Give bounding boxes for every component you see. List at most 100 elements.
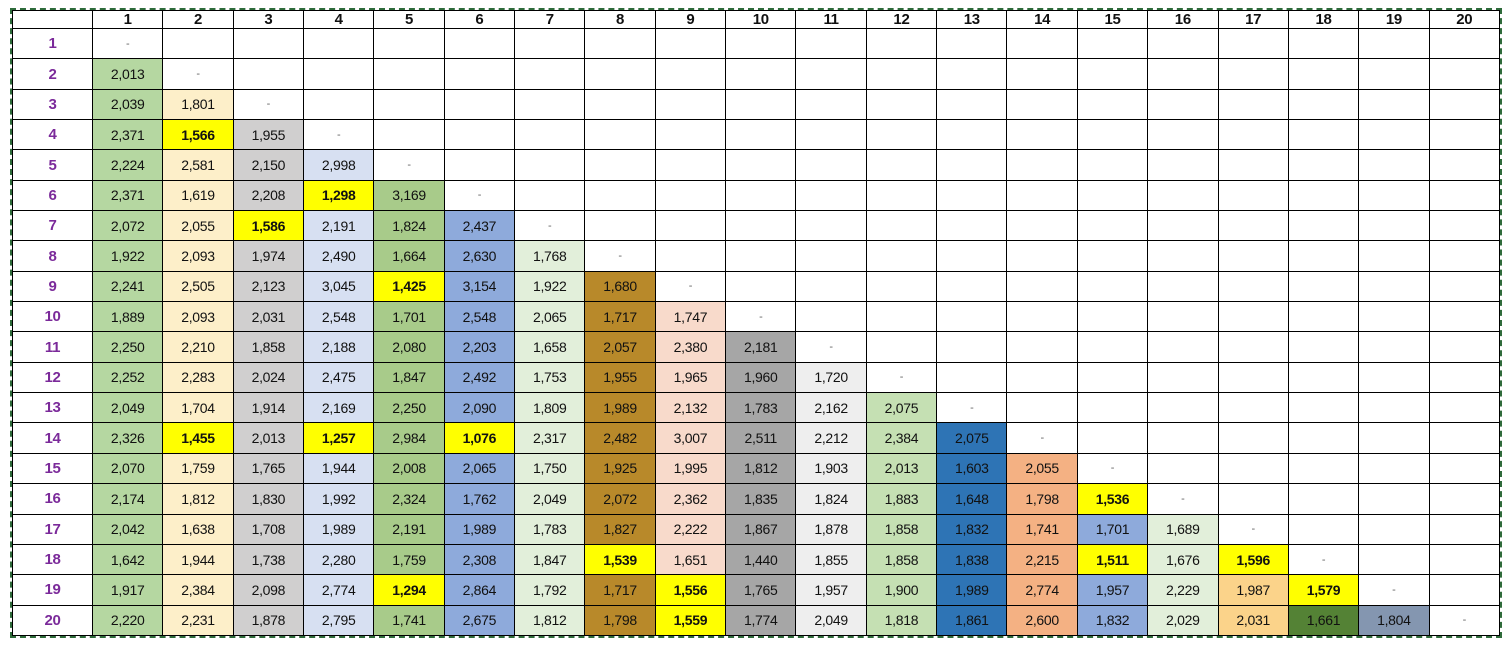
corner-cell (12, 10, 93, 29)
matrix-cell: 2,055 (1006, 452, 1078, 485)
matrix-cell: 2,229 (1147, 574, 1219, 606)
row-header: 14 (12, 422, 93, 454)
column-header: 5 (373, 10, 445, 29)
matrix-cell: 1,425 (373, 270, 445, 303)
matrix-cell: 2,208 (232, 179, 305, 212)
matrix-cell: 2,210 (162, 331, 234, 363)
matrix-cell: 2,252 (91, 361, 164, 394)
matrix-cell: 1,298 (303, 179, 375, 212)
empty-cell (1217, 179, 1289, 212)
matrix-cell: 2,250 (91, 331, 164, 363)
matrix-cell: 2,039 (91, 88, 164, 121)
row-header: 18 (12, 543, 93, 576)
empty-cell (1006, 27, 1078, 60)
matrix-cell: 2,203 (443, 331, 516, 363)
table-row: 1- (12, 27, 1500, 60)
empty-cell (865, 119, 938, 151)
matrix-cell: 1,720 (795, 361, 867, 394)
matrix-cell: 2,492 (443, 361, 516, 394)
empty-cell (725, 210, 797, 242)
matrix-cell: 2,013 (91, 58, 164, 90)
empty-cell (373, 58, 445, 90)
matrix-cell: 2,283 (162, 361, 234, 394)
empty-cell (1006, 331, 1078, 363)
matrix-cell: 2,774 (303, 574, 375, 606)
empty-cell (795, 88, 867, 121)
empty-cell (1287, 270, 1360, 303)
diagonal-cell: - (1006, 422, 1078, 454)
empty-cell (1287, 240, 1360, 272)
empty-cell (1358, 483, 1430, 515)
empty-cell (1428, 240, 1500, 272)
empty-cell (1287, 331, 1360, 363)
row-header: 4 (12, 119, 93, 151)
matrix-cell: 1,294 (373, 574, 445, 606)
matrix-cell: 2,505 (162, 270, 234, 303)
empty-cell (1428, 452, 1500, 485)
empty-cell (1428, 574, 1500, 606)
empty-cell (1076, 119, 1149, 151)
empty-cell (1147, 58, 1219, 90)
matrix-cell: 2,437 (443, 210, 516, 242)
empty-cell (795, 270, 867, 303)
table-row: 14 2,326 1,455 2,013 1,257 2,984 1,076 2,317 2,4… (12, 422, 1500, 454)
empty-cell (303, 88, 375, 121)
matrix-cell: 1,925 (584, 452, 656, 485)
empty-cell (1217, 88, 1289, 121)
empty-cell (443, 149, 516, 181)
empty-cell (936, 88, 1008, 121)
empty-cell (1006, 58, 1078, 90)
matrix-cell: 2,324 (373, 483, 445, 515)
column-header: 17 (1217, 10, 1289, 29)
matrix-cell: 1,878 (795, 513, 867, 545)
matrix-cell: 1,861 (936, 604, 1008, 636)
empty-cell (514, 27, 586, 60)
matrix-cell: 1,889 (91, 301, 164, 333)
empty-cell (1287, 119, 1360, 151)
distance-matrix-table: 1 2 3 4 5 6 7 8 9 10 11 12 13 14 15 16 17 18 19 20 1-2 2,013… (12, 10, 1500, 636)
empty-cell (162, 27, 234, 60)
diagonal-cell: - (654, 270, 727, 303)
empty-cell (1006, 361, 1078, 394)
matrix-cell: 1,992 (303, 483, 375, 515)
diagonal-cell: - (1217, 513, 1289, 545)
diagonal-cell: - (373, 149, 445, 181)
diagonal-cell: - (865, 361, 938, 394)
empty-cell (1076, 331, 1149, 363)
column-header: 18 (1287, 10, 1360, 29)
empty-cell (936, 179, 1008, 212)
empty-cell (865, 331, 938, 363)
matrix-cell: 1,914 (232, 392, 305, 424)
empty-cell (1358, 119, 1430, 151)
empty-cell (1428, 58, 1500, 90)
empty-cell (232, 27, 305, 60)
matrix-cell: 1,835 (725, 483, 797, 515)
empty-cell (1006, 240, 1078, 272)
empty-cell (1358, 361, 1430, 394)
empty-cell (1287, 88, 1360, 121)
empty-cell (1287, 513, 1360, 545)
empty-cell (514, 88, 586, 121)
empty-cell (865, 27, 938, 60)
matrix-cell: 3,169 (373, 179, 445, 212)
empty-cell (1147, 27, 1219, 60)
matrix-cell: 2,065 (514, 301, 586, 333)
matrix-cell: 1,917 (91, 574, 164, 606)
empty-cell (303, 58, 375, 90)
empty-cell (373, 119, 445, 151)
empty-cell (1358, 88, 1430, 121)
matrix-cell: 2,075 (936, 422, 1008, 454)
matrix-cell: 2,049 (514, 483, 586, 515)
matrix-cell: 1,944 (162, 543, 234, 576)
empty-cell (1147, 422, 1219, 454)
empty-cell (795, 58, 867, 90)
matrix-cell: 2,169 (303, 392, 375, 424)
row-header: 19 (12, 574, 93, 606)
empty-cell (443, 88, 516, 121)
empty-cell (1147, 88, 1219, 121)
empty-cell (1147, 149, 1219, 181)
matrix-cell: 2,371 (91, 179, 164, 212)
matrix-cell: 2,774 (1006, 574, 1078, 606)
matrix-cell: 1,440 (725, 543, 797, 576)
matrix-cell: 2,031 (232, 301, 305, 333)
